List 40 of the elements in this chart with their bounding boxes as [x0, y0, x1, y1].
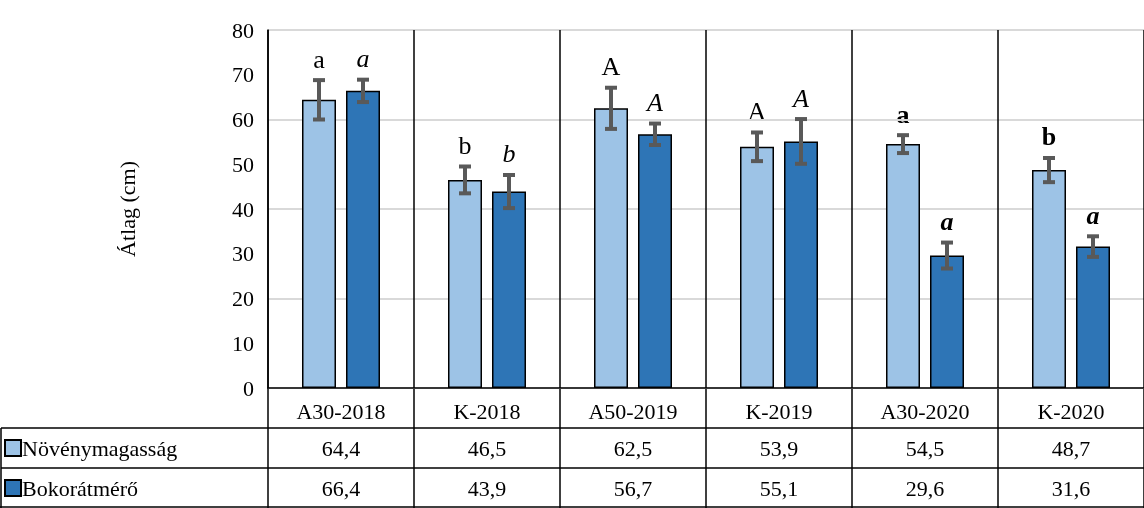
annotation: A: [791, 83, 810, 113]
data-label: 62,5: [613, 435, 653, 461]
y-tick-label: 20: [232, 286, 254, 311]
annotation: a: [940, 207, 954, 237]
annotation: A: [601, 52, 621, 82]
data-label: 56,7: [613, 475, 653, 501]
data-label: 54,5: [905, 435, 945, 461]
data-label: 55,1: [759, 475, 799, 501]
legend-label: Növénymagasság: [22, 435, 178, 461]
data-label: 53,9: [759, 435, 799, 461]
annotation: b: [502, 139, 516, 169]
x-tick-label: A30-2018: [296, 398, 386, 424]
y-tick-label: 80: [232, 17, 254, 43]
annotation: b: [458, 130, 472, 160]
annotation: a: [1086, 200, 1100, 230]
y-tick-label: 30: [232, 241, 254, 267]
annotation: a: [313, 44, 326, 74]
y-tick-label: 40: [232, 196, 254, 222]
y-tick-label: 10: [232, 330, 254, 356]
data-label: 66,4: [321, 475, 361, 501]
x-tick-label: K-2018: [453, 398, 521, 424]
data-label: 48,7: [1051, 435, 1091, 461]
x-tick-label: K-2019: [745, 398, 813, 424]
legend-label: Bokorátmérő: [22, 475, 139, 501]
annotation: b: [1041, 122, 1057, 152]
x-tick-label: A30-2020: [880, 398, 970, 424]
y-tick-label: 70: [232, 62, 254, 88]
data-label: 31,6: [1051, 475, 1091, 501]
y-tick-label: 0: [243, 375, 254, 401]
annotation: A: [645, 88, 664, 118]
data-label: 43,9: [467, 475, 507, 501]
data-label: 46,5: [467, 435, 507, 461]
x-tick-label: A50-2019: [588, 398, 678, 424]
y-axis-title: Átlag (cm): [114, 161, 140, 257]
y-tick-label: 60: [232, 107, 254, 132]
y-tick-label: 50: [232, 151, 254, 177]
annotation: a: [356, 44, 370, 74]
x-tick-label: K-2020: [1037, 398, 1105, 424]
data-label: 29,6: [905, 475, 945, 501]
data-label: 64,4: [321, 435, 361, 461]
